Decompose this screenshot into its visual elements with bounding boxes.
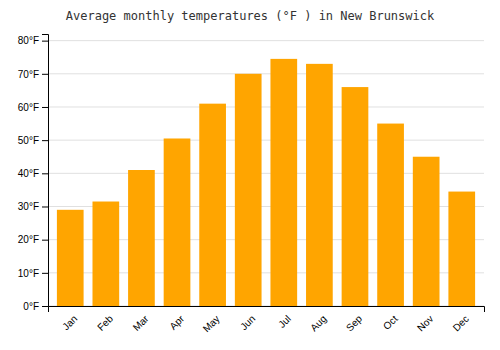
tick-mark	[42, 107, 48, 108]
tick-label: Apr	[167, 313, 186, 332]
axis-line	[49, 307, 485, 313]
tick-label: 20°F	[18, 234, 39, 245]
tick-label: 40°F	[18, 168, 39, 179]
tick-label: Mar	[131, 313, 151, 333]
tick: Sep	[344, 313, 365, 334]
tick: Feb	[95, 313, 115, 333]
bar	[377, 124, 404, 306]
bar	[57, 210, 84, 306]
tick: Oct	[381, 313, 400, 332]
y-axis: 0°F 10°F 20°F 30°F 40°F 50°F 60°F 70°F 80°F	[18, 35, 49, 312]
grid	[48, 41, 484, 306]
tick: 60°F	[18, 102, 48, 113]
bar	[413, 157, 440, 306]
tick-label: Jun	[238, 313, 257, 332]
tick: 20°F	[18, 234, 48, 245]
tick-label: 10°F	[18, 268, 39, 279]
x-axis: Jan Feb Mar Apr May Jun Jul Aug Sep Oct Nov Dec	[49, 307, 485, 335]
grid-line	[48, 40, 484, 41]
tick: May	[201, 313, 222, 334]
bar	[199, 104, 226, 306]
tick: 0°F	[23, 301, 48, 312]
tick-label: Nov	[415, 313, 435, 333]
grid-line	[48, 73, 484, 74]
bars	[57, 59, 475, 306]
tick: Jul	[276, 313, 293, 330]
bar	[342, 87, 369, 306]
tick: Jun	[238, 313, 257, 332]
title: Average monthly temperatures (°F ) in Ne…	[66, 9, 435, 23]
tick-mark	[42, 41, 48, 42]
tick-label: 70°F	[18, 69, 39, 80]
tick-label: Sep	[344, 313, 365, 334]
tick-mark	[42, 240, 48, 241]
tick: Nov	[415, 313, 435, 333]
grid-line	[48, 140, 484, 141]
tick: Mar	[131, 313, 151, 333]
tick-label: Dec	[451, 313, 471, 333]
bar	[235, 74, 262, 306]
tick: Jan	[60, 313, 79, 332]
bar	[164, 138, 191, 306]
tick-label: Feb	[95, 313, 115, 333]
tick-label: Oct	[381, 313, 400, 332]
tick-mark	[42, 206, 48, 207]
tick-mark	[42, 273, 48, 274]
tick: Aug	[308, 313, 328, 333]
tick-mark	[42, 173, 48, 174]
tick-label: 0°F	[23, 301, 39, 312]
tick-label: Jul	[276, 313, 293, 330]
bar	[448, 192, 475, 306]
grid-line	[48, 106, 484, 107]
tick-label: May	[201, 313, 222, 334]
tick: 30°F	[18, 201, 48, 212]
tick-label: 50°F	[18, 135, 39, 146]
tick-label: 60°F	[18, 102, 39, 113]
tick: 10°F	[18, 268, 48, 279]
tick-label: 30°F	[18, 201, 39, 212]
tick-mark	[42, 140, 48, 141]
axis-line	[42, 35, 49, 307]
tick: 40°F	[18, 168, 48, 179]
tick: 70°F	[18, 69, 48, 80]
tick: 50°F	[18, 135, 48, 146]
plot: 0°F 10°F 20°F 30°F 40°F 50°F 60°F 70°F 80°F Jan Fe…	[18, 35, 485, 335]
tick-label: Aug	[308, 313, 328, 333]
tick: 80°F	[18, 35, 48, 46]
bar	[270, 59, 297, 306]
tick: Dec	[451, 313, 471, 333]
tick-label: 80°F	[18, 35, 39, 46]
chart: 0°F 10°F 20°F 30°F 40°F 50°F 60°F 70°F 80°F Jan Fe…	[0, 0, 500, 350]
tick-mark	[42, 306, 48, 307]
bar	[128, 170, 155, 306]
tick: Apr	[167, 313, 186, 332]
bar	[92, 202, 119, 306]
tick-mark	[42, 74, 48, 75]
tick-label: Jan	[60, 313, 79, 332]
bar	[306, 64, 333, 306]
